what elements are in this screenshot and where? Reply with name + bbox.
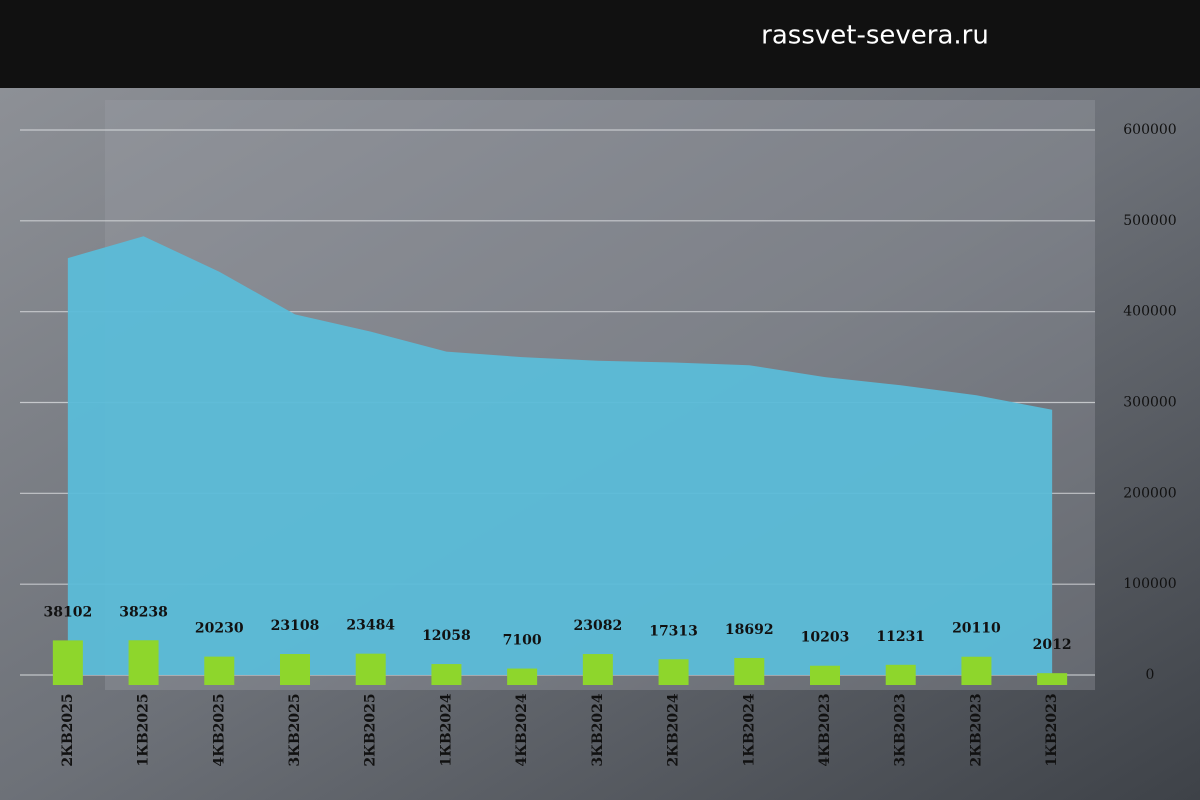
bar [734,658,765,685]
x-tick-label: 1КВ2024 [741,693,757,767]
x-tick-label: 2КВ2023 [968,693,984,766]
watermark: rassvet-severa.ru [761,21,989,51]
bar [128,640,159,685]
bar [280,654,310,685]
bar-label: 23108 [271,618,320,634]
bar-label: 10203 [801,630,850,646]
x-tick-label: 3КВ2023 [893,693,909,766]
x-tick-label: 2КВ2025 [363,693,379,766]
bar-label: 20230 [195,621,244,637]
x-tick-label: 4КВ2025 [211,693,227,766]
y-tick-label: 0 [1146,667,1155,683]
x-tick-label: 4КВ2023 [817,693,833,766]
x-tick-label: 3КВ2024 [590,693,606,767]
bar [810,665,840,685]
area [67,236,1053,675]
x-tick-label: 1КВ2025 [136,693,152,766]
y-tick-label: 600000 [1123,122,1176,138]
x-tick-label: 1КВ2024 [438,693,454,767]
bar-label: 23484 [346,618,395,634]
bar-label: 2012 [1033,637,1072,653]
bar [507,668,538,685]
x-tick-label: 2КВ2024 [666,693,682,767]
bar [355,653,386,685]
y-tick-label: 100000 [1123,576,1176,592]
y-tick-label: 300000 [1123,395,1176,411]
bar [658,659,689,685]
bar-label: 38238 [119,604,168,620]
bar [1037,673,1068,685]
x-tick-label: 3КВ2025 [287,693,303,766]
bar-label: 18692 [725,622,774,638]
y-tick-label: 500000 [1123,213,1176,229]
bar [52,640,83,685]
y-tick-label: 200000 [1123,485,1176,501]
y-tick-label: 400000 [1123,304,1176,320]
x-tick-label: 2КВ2025 [60,693,76,766]
bar-label: 38102 [43,604,92,620]
bar-label: 7100 [503,633,542,649]
bar [431,664,462,685]
bar-label: 20110 [952,621,1001,637]
bar [204,656,235,685]
bar-label: 23082 [573,618,622,634]
bar-label: 17313 [649,623,698,639]
bar-label: 11231 [876,629,925,645]
bar [582,654,613,685]
bar [885,664,916,685]
bar-label: 12058 [422,628,471,644]
x-tick-label: 1КВ2023 [1044,693,1060,766]
x-tick-label: 4КВ2024 [514,693,530,767]
bar [961,656,992,685]
